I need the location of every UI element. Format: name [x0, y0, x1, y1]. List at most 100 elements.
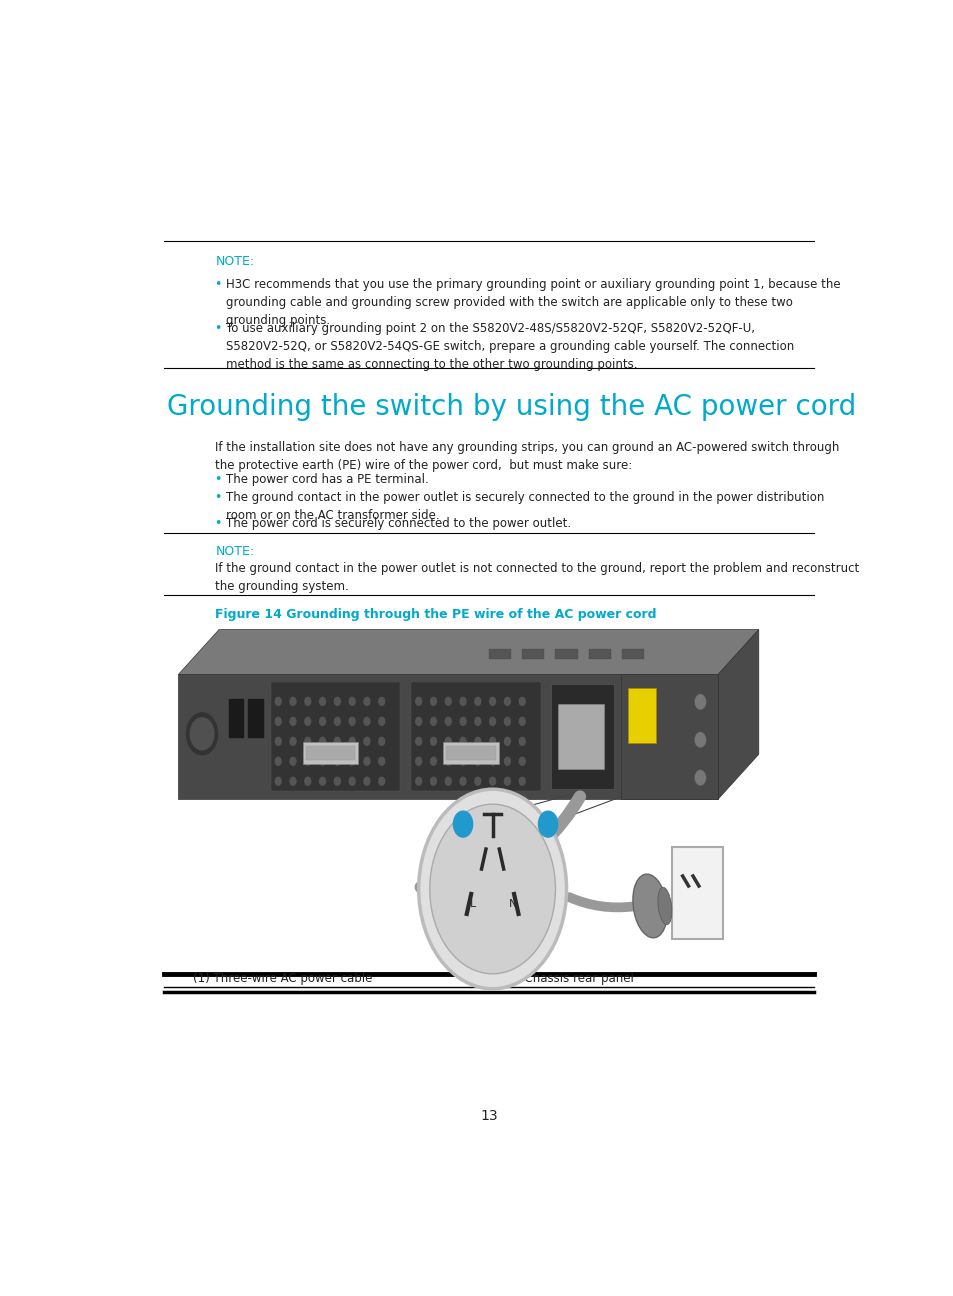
- Circle shape: [489, 778, 495, 785]
- Text: H3C recommends that you use the primary grounding point or auxiliary grounding p: H3C recommends that you use the primary …: [226, 279, 841, 328]
- Circle shape: [504, 778, 510, 785]
- Circle shape: [429, 804, 555, 973]
- Bar: [672, 848, 721, 938]
- Text: The power cord has a PE terminal.: The power cord has a PE terminal.: [226, 473, 429, 486]
- Circle shape: [518, 757, 524, 765]
- Circle shape: [518, 778, 524, 785]
- Circle shape: [475, 757, 480, 765]
- Circle shape: [453, 811, 472, 837]
- Circle shape: [694, 770, 705, 785]
- Circle shape: [349, 737, 355, 745]
- Circle shape: [445, 737, 451, 745]
- Circle shape: [275, 718, 281, 726]
- Bar: [619, 674, 718, 800]
- Bar: [305, 746, 355, 761]
- Polygon shape: [178, 674, 718, 800]
- Circle shape: [349, 718, 355, 726]
- Circle shape: [518, 737, 524, 745]
- Circle shape: [275, 757, 281, 765]
- Circle shape: [694, 732, 705, 748]
- Circle shape: [416, 697, 421, 705]
- Circle shape: [537, 811, 558, 837]
- Circle shape: [305, 778, 311, 785]
- Bar: [521, 649, 544, 660]
- Bar: [442, 743, 498, 765]
- Circle shape: [475, 778, 480, 785]
- Text: •: •: [213, 279, 221, 292]
- Circle shape: [190, 718, 213, 750]
- Bar: [248, 699, 262, 737]
- Circle shape: [418, 789, 566, 989]
- Circle shape: [364, 757, 370, 765]
- Circle shape: [378, 757, 384, 765]
- Circle shape: [364, 778, 370, 785]
- Circle shape: [445, 778, 451, 785]
- Text: NOTE:: NOTE:: [215, 255, 254, 268]
- Bar: [302, 743, 357, 765]
- Text: Figure 14 Grounding through the PE wire of the AC power cord: Figure 14 Grounding through the PE wire …: [215, 608, 657, 621]
- Circle shape: [364, 718, 370, 726]
- Text: L: L: [470, 899, 476, 908]
- Circle shape: [275, 737, 281, 745]
- Circle shape: [504, 718, 510, 726]
- Circle shape: [335, 778, 340, 785]
- Circle shape: [349, 757, 355, 765]
- Circle shape: [319, 718, 325, 726]
- Circle shape: [305, 697, 311, 705]
- Circle shape: [290, 737, 295, 745]
- Circle shape: [504, 697, 510, 705]
- Text: To use auxiliary grounding point 2 on the S5820V2-48S/S5820V2-52QF, S5820V2-52QF: To use auxiliary grounding point 2 on th…: [226, 323, 794, 371]
- Circle shape: [319, 778, 325, 785]
- Bar: [488, 649, 511, 660]
- Circle shape: [378, 778, 384, 785]
- Text: If the ground contact in the power outlet is not connected to the ground, report: If the ground contact in the power outle…: [215, 561, 859, 592]
- Circle shape: [335, 737, 340, 745]
- Circle shape: [489, 737, 495, 745]
- Bar: [588, 649, 610, 660]
- Circle shape: [475, 718, 480, 726]
- Circle shape: [504, 737, 510, 745]
- Circle shape: [378, 697, 384, 705]
- Text: (1) Three-wire AC power cable: (1) Three-wire AC power cable: [193, 972, 373, 985]
- Circle shape: [335, 718, 340, 726]
- Circle shape: [319, 697, 325, 705]
- Ellipse shape: [658, 888, 671, 924]
- Text: •: •: [213, 491, 221, 504]
- Text: •: •: [213, 517, 221, 530]
- Circle shape: [290, 718, 295, 726]
- Circle shape: [518, 718, 524, 726]
- Circle shape: [430, 778, 436, 785]
- Circle shape: [445, 718, 451, 726]
- Circle shape: [416, 757, 421, 765]
- Bar: [411, 683, 540, 791]
- Circle shape: [459, 757, 465, 765]
- Text: Grounding the switch by using the AC power cord: Grounding the switch by using the AC pow…: [167, 393, 856, 421]
- Circle shape: [445, 697, 451, 705]
- Bar: [271, 683, 400, 791]
- Circle shape: [430, 718, 436, 726]
- Circle shape: [319, 737, 325, 745]
- Text: The ground contact in the power outlet is securely connected to the ground in th: The ground contact in the power outlet i…: [226, 491, 824, 522]
- Circle shape: [518, 697, 524, 705]
- Circle shape: [305, 757, 311, 765]
- Circle shape: [275, 697, 281, 705]
- Circle shape: [475, 737, 480, 745]
- Text: •: •: [213, 473, 221, 486]
- Text: N: N: [509, 899, 517, 908]
- Circle shape: [305, 718, 311, 726]
- Bar: [555, 649, 577, 660]
- Text: NOTE:: NOTE:: [215, 544, 254, 557]
- Circle shape: [489, 697, 495, 705]
- Circle shape: [305, 737, 311, 745]
- Circle shape: [416, 778, 421, 785]
- Circle shape: [335, 697, 340, 705]
- Text: (2) Chassis rear panel: (2) Chassis rear panel: [503, 972, 633, 985]
- Circle shape: [290, 697, 295, 705]
- Circle shape: [459, 697, 465, 705]
- Bar: [627, 688, 656, 743]
- Circle shape: [364, 737, 370, 745]
- Circle shape: [459, 718, 465, 726]
- Circle shape: [187, 713, 217, 754]
- Circle shape: [290, 778, 295, 785]
- Bar: [558, 705, 603, 770]
